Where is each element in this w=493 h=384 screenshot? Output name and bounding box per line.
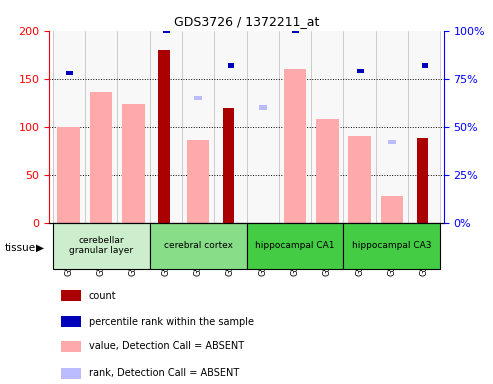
Bar [357,69,363,73]
Bar [349,136,371,223]
Bar [187,140,210,223]
Bar [117,31,149,223]
Bar [279,31,311,223]
Bar [158,50,170,223]
Bar [90,92,112,223]
Bar [376,31,408,223]
Bar [408,31,440,223]
Bar [53,223,149,269]
Bar [182,31,214,223]
Text: cerebellar
granular layer: cerebellar granular layer [69,236,133,255]
Text: value, Detection Call = ABSENT: value, Detection Call = ABSENT [89,341,244,351]
Text: hippocampal CA1: hippocampal CA1 [255,241,335,250]
Bar [61,341,81,352]
Bar [223,108,234,223]
Bar [344,223,440,269]
Bar [417,138,428,223]
Text: rank, Detection Call = ABSENT: rank, Detection Call = ABSENT [89,368,239,378]
Text: percentile rank within the sample: percentile rank within the sample [89,317,254,327]
Bar [149,31,182,223]
Bar [316,119,339,223]
Text: ▶: ▶ [35,243,43,253]
Bar [53,31,85,223]
Text: tissue: tissue [5,243,36,253]
Bar [149,223,246,269]
Bar [66,71,72,75]
Bar [61,368,81,379]
Text: count: count [89,291,116,301]
Bar [214,31,246,223]
Bar [163,28,170,33]
Text: cerebral cortex: cerebral cortex [164,241,233,250]
Bar [194,96,202,100]
Bar [292,28,299,33]
Bar [344,31,376,223]
Bar [422,63,428,68]
Bar [388,140,396,144]
Title: GDS3726 / 1372211_at: GDS3726 / 1372211_at [174,15,319,28]
Bar [57,127,80,223]
Bar [246,31,279,223]
Text: hippocampal CA3: hippocampal CA3 [352,241,432,250]
Bar [311,31,344,223]
Bar [246,223,344,269]
Bar [283,69,306,223]
Bar [259,105,267,110]
Bar [122,104,144,223]
Bar [85,31,117,223]
Bar [61,316,81,327]
Bar [61,290,81,301]
Bar [381,196,403,223]
Bar [228,63,234,68]
